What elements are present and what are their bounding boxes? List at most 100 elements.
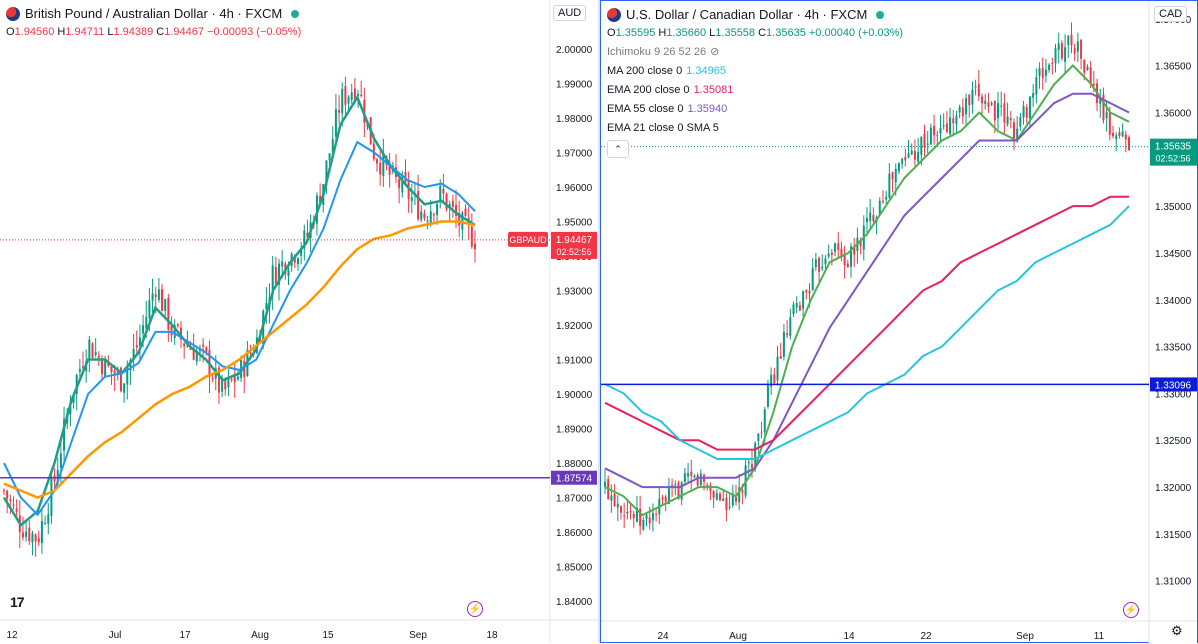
indicator-row[interactable]: EMA 200 close 0 1.35081: [607, 81, 903, 100]
candle-body: [1028, 96, 1031, 119]
candle-body: [926, 143, 929, 145]
candle-body: [645, 514, 648, 519]
candle-body: [227, 377, 230, 388]
indicator-row[interactable]: MA 200 close 0 1.34965: [607, 62, 903, 81]
y-tick-label: 1.97000: [556, 148, 593, 159]
candle-body: [34, 534, 37, 542]
price-badge-value: 1.35635: [1155, 142, 1192, 153]
x-tick-label: 17: [179, 630, 191, 641]
candle-body: [706, 484, 709, 486]
ohlc-row: O1.35595 H1.35660 L1.35558 C1.35635 +0.0…: [607, 27, 904, 39]
collapse-legend-button[interactable]: ⌃: [607, 140, 629, 158]
candle-body: [1038, 68, 1041, 76]
candle-body: [236, 376, 239, 380]
price-axis: [1149, 1, 1197, 644]
candle-body: [1016, 128, 1019, 142]
y-tick-label: 1.33000: [1155, 389, 1192, 400]
symbol-title[interactable]: U.S. Dollar / Canadian Dollar · 4h · FXC…: [626, 7, 868, 22]
candle-body: [334, 109, 337, 137]
candle-body: [183, 343, 186, 347]
candle-body: [423, 213, 426, 219]
y-tick-label: 1.34500: [1155, 249, 1192, 260]
candle-body: [28, 527, 31, 542]
candle-body: [1067, 35, 1070, 46]
candle-body: [15, 508, 18, 512]
candle-body: [680, 482, 683, 500]
candle-body: [63, 419, 66, 451]
candle-body: [760, 432, 763, 434]
candle-body: [987, 102, 990, 107]
candle-body: [629, 511, 632, 513]
candle-body: [1025, 107, 1028, 118]
candle-body: [1092, 84, 1095, 86]
chart-panel-usdcad[interactable]: 1.370001.365001.360001.355001.350001.345…: [600, 0, 1198, 644]
candle-body: [719, 493, 722, 501]
candle-body: [891, 172, 894, 180]
hline-badge-value: 1.87574: [556, 474, 593, 485]
currency-selector[interactable]: AUD: [553, 5, 587, 21]
candle-body: [461, 212, 464, 230]
candle-body: [968, 94, 971, 106]
candle-body: [696, 475, 699, 486]
candle-body: [59, 453, 62, 468]
candle-body: [296, 258, 299, 264]
candle-body: [715, 493, 718, 500]
indicator-row[interactable]: Ichimoku 9 26 52 26 ⊘: [607, 43, 903, 62]
candle-body: [353, 88, 356, 100]
candle-body: [420, 211, 423, 220]
x-tick-label: 14: [843, 631, 855, 642]
candle-body: [1112, 132, 1115, 137]
candle-body: [1000, 105, 1003, 107]
moving-average-line: [604, 92, 1130, 489]
candle-body: [1057, 43, 1060, 50]
candle-body: [249, 352, 252, 354]
candle-body: [94, 352, 97, 355]
currency-selector[interactable]: CAD: [1154, 6, 1188, 22]
y-tick-label: 1.96000: [556, 183, 593, 194]
panel-divider[interactable]: [598, 0, 600, 643]
symbol-title[interactable]: British Pound / Australian Dollar · 4h ·…: [25, 6, 283, 21]
chart-panel-gbpaud[interactable]: 2.00000 1.99000 1.98000 1.97000 1.96000 1.950…: [0, 0, 598, 643]
candle-body: [945, 123, 948, 132]
candle-body: [344, 86, 347, 105]
candle-body: [850, 246, 853, 267]
usdcad-chart-canvas[interactable]: 1.370001.365001.360001.355001.350001.345…: [601, 1, 1198, 644]
candle-body: [604, 481, 606, 487]
candle-body: [616, 503, 619, 508]
candle-body: [360, 94, 363, 97]
indicator-row[interactable]: EMA 21 close 0 SMA 5: [607, 119, 903, 138]
lightning-icon[interactable]: ⚡: [467, 601, 483, 617]
candle-body: [287, 269, 290, 277]
y-tick-label: 1.99000: [556, 79, 593, 90]
candle-body: [357, 93, 360, 96]
market-open-dot: [876, 10, 885, 19]
settings-gear-icon[interactable]: ⚙: [1171, 623, 1183, 638]
x-tick-label: 12: [6, 630, 18, 641]
candle-body: [341, 88, 344, 114]
indicator-list: Ichimoku 9 26 52 26 ⊘ MA 200 close 0 1.3496…: [607, 43, 903, 138]
candle-body: [1070, 34, 1073, 45]
y-tick-label: 1.98000: [556, 114, 593, 125]
candle-body: [667, 487, 670, 504]
candle-body: [894, 168, 897, 183]
candle-body: [664, 496, 667, 502]
price-badge-countdown: 02:52:56: [1155, 154, 1190, 164]
candle-body: [1086, 66, 1089, 71]
candle-body: [971, 89, 974, 105]
lightning-icon[interactable]: ⚡: [1123, 602, 1139, 618]
candle-body: [186, 345, 189, 347]
candle-body: [439, 185, 442, 201]
candle-body: [830, 252, 833, 256]
tradingview-logo[interactable]: 17: [10, 594, 25, 610]
candle-body: [811, 268, 814, 291]
candle-body: [1102, 94, 1105, 121]
candle-body: [741, 490, 744, 493]
indicator-row[interactable]: EMA 55 close 0 1.35940: [607, 100, 903, 119]
candle-body: [173, 324, 176, 338]
gbpaud-chart-canvas[interactable]: 2.00000 1.99000 1.98000 1.97000 1.96000 1.950…: [0, 0, 598, 643]
eye-hidden-icon[interactable]: ⊘: [710, 46, 720, 58]
candle-body: [1012, 122, 1015, 139]
moving-average-line: [604, 64, 1130, 517]
candle-body: [164, 299, 167, 311]
